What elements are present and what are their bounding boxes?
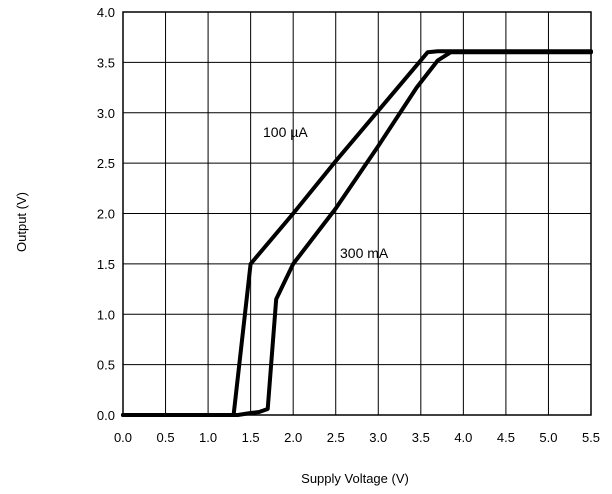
y-tick-label: 2.0 [97, 207, 115, 222]
y-tick-label: 4.0 [97, 5, 115, 20]
y-tick-label: 0.0 [97, 408, 115, 423]
series-label-100ua: 100 µA [263, 124, 308, 140]
x-tick-label: 2.5 [327, 430, 345, 445]
x-tick-label: 4.5 [497, 430, 515, 445]
x-tick-label: 3.0 [369, 430, 387, 445]
plot-frame [122, 11, 592, 416]
x-tick-label: 0.0 [114, 430, 132, 445]
y-axis-label: Output (V) [14, 192, 29, 252]
x-tick-label: 2.0 [284, 430, 302, 445]
x-tick-label: 4.0 [454, 430, 472, 445]
x-axis-label: Supply Voltage (V) [301, 471, 409, 486]
x-tick-label: 1.5 [242, 430, 260, 445]
y-tick-label: 3.5 [97, 55, 115, 70]
series-line-100ua [121, 49, 593, 417]
x-tick-label: 3.5 [412, 430, 430, 445]
tick-labels: 0.0 0.5 1.0 1.5 2.0 2.5 3.0 3.5 4.0 4.5 5.0 5.5 0.0 0… [97, 5, 600, 445]
x-tick-label: 5.5 [582, 430, 600, 445]
x-tick-label: 0.5 [157, 430, 175, 445]
series-label-300ma: 300 mA [340, 245, 389, 261]
y-tick-label: 1.5 [97, 257, 115, 272]
grid [122, 11, 592, 416]
y-tick-label: 2.5 [97, 156, 115, 171]
y-tick-label: 0.5 [97, 358, 115, 373]
x-tick-label: 5.0 [539, 430, 557, 445]
series-lines [121, 49, 593, 417]
series-line-300ma [121, 50, 593, 417]
y-tick-label: 3.0 [97, 106, 115, 121]
y-tick-label: 1.0 [97, 307, 115, 322]
x-tick-label: 1.0 [199, 430, 217, 445]
